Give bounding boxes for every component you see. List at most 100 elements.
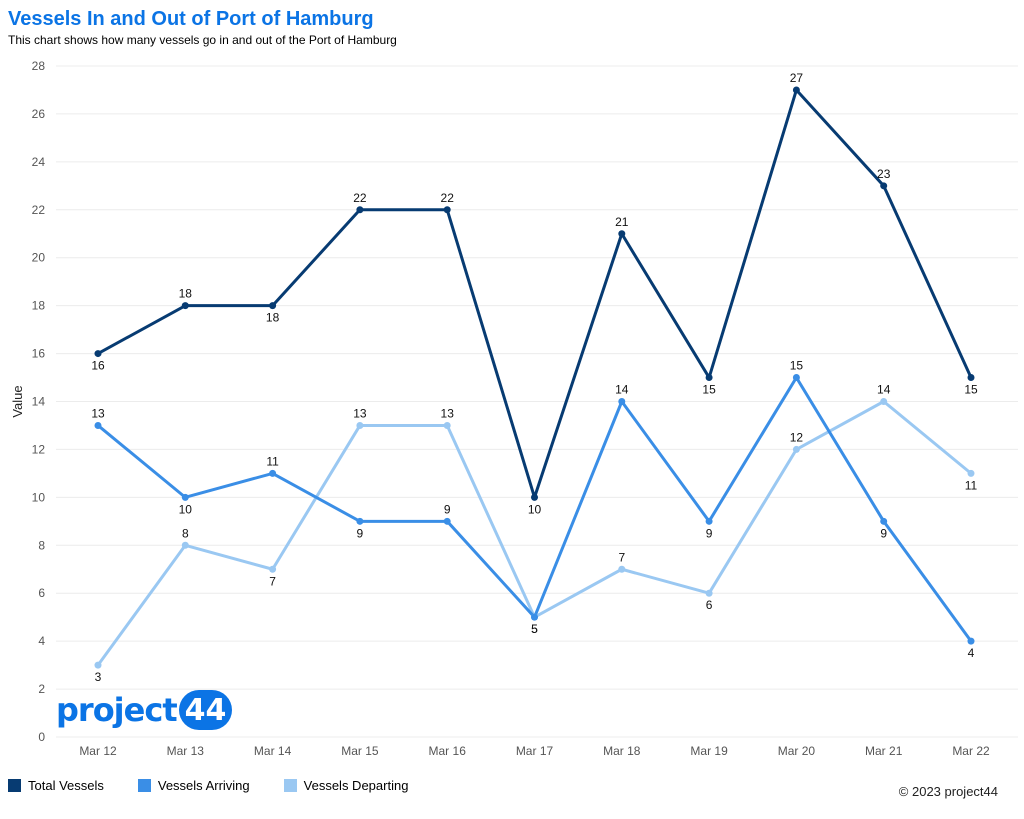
legend-swatch — [137, 779, 151, 792]
data-point — [618, 230, 626, 238]
data-label: 8 — [182, 526, 189, 540]
legend-label: Total Vessels — [28, 778, 104, 793]
x-tick-label: Mar 16 — [429, 744, 467, 758]
legend-swatch — [283, 779, 297, 792]
y-tick-label: 18 — [32, 299, 46, 313]
data-point — [618, 398, 626, 405]
data-label: 14 — [615, 383, 629, 397]
data-label: 12 — [790, 430, 804, 444]
legend-label: Vessels Arriving — [157, 778, 250, 793]
logo-badge: 44 — [178, 690, 233, 730]
data-point — [880, 517, 888, 525]
data-label: 27 — [790, 71, 804, 85]
y-tick-label: 28 — [32, 59, 46, 73]
x-tick-label: Mar 21 — [865, 744, 903, 758]
y-tick-label: 22 — [32, 203, 46, 217]
legend-item[interactable]: Vessels Arriving — [137, 778, 250, 793]
data-point — [269, 302, 277, 310]
data-label: 5 — [531, 622, 538, 636]
x-tick-label: Mar 18 — [603, 744, 641, 758]
data-point — [443, 517, 451, 525]
series-line — [96, 88, 973, 499]
data-label: 18 — [266, 311, 280, 325]
data-label: 22 — [441, 191, 455, 205]
data-point — [967, 374, 975, 382]
data-point — [705, 517, 713, 525]
y-tick-label: 24 — [32, 155, 46, 169]
y-axis-label: Value — [10, 385, 25, 417]
data-point — [356, 206, 364, 214]
data-label: 9 — [880, 526, 887, 540]
x-tick-label: Mar 22 — [952, 744, 990, 758]
data-point — [792, 445, 800, 453]
data-label: 4 — [968, 646, 975, 660]
data-label: 3 — [95, 670, 102, 684]
data-label: 15 — [702, 383, 716, 397]
y-tick-label: 4 — [38, 634, 45, 648]
y-tick-label: 20 — [32, 251, 46, 265]
data-point — [94, 350, 102, 358]
data-point — [181, 302, 189, 310]
legend-item[interactable]: Vessels Departing — [283, 778, 409, 793]
data-point — [269, 469, 277, 477]
y-tick-label: 14 — [32, 395, 46, 409]
legend-swatch — [8, 779, 21, 792]
data-label: 11 — [965, 478, 978, 492]
y-tick-label: 10 — [32, 490, 46, 504]
x-tick-label: Mar 19 — [690, 744, 728, 758]
data-point — [94, 661, 102, 669]
data-point — [880, 182, 888, 190]
y-tick-label: 2 — [38, 682, 45, 696]
data-point — [792, 86, 800, 94]
data-point — [705, 589, 713, 597]
x-tick-label: Mar 12 — [79, 744, 117, 758]
data-label: 9 — [706, 526, 713, 540]
data-point — [967, 469, 975, 477]
data-point — [94, 421, 102, 429]
data-label: 15 — [790, 359, 804, 373]
chart-legend: Total Vessels Vessels Arriving Vessels Dep… — [8, 778, 442, 793]
data-label: 11 — [266, 454, 279, 468]
data-label: 10 — [179, 502, 193, 516]
data-point — [181, 541, 189, 549]
x-tick-label: Mar 14 — [254, 744, 292, 758]
x-tick-label: Mar 13 — [167, 744, 205, 758]
data-label: 9 — [444, 502, 451, 516]
y-tick-label: 16 — [32, 347, 46, 361]
data-point — [356, 517, 364, 525]
data-label: 15 — [964, 383, 978, 397]
data-label: 22 — [353, 191, 367, 205]
data-label: 16 — [91, 359, 105, 373]
data-point — [531, 493, 538, 501]
y-tick-label: 12 — [32, 442, 46, 456]
data-point — [792, 374, 800, 382]
x-tick-label: Mar 15 — [341, 744, 379, 758]
data-label: 18 — [179, 287, 193, 301]
legend-label: Vessels Departing — [303, 778, 409, 793]
data-label: 13 — [441, 406, 455, 420]
copyright-text: © 2023 project44 — [898, 784, 998, 799]
y-tick-label: 6 — [38, 586, 45, 600]
data-label: 14 — [877, 383, 891, 397]
chart-subtitle: This chart shows how many vessels go in … — [8, 33, 397, 47]
chart-title: Vessels In and Out of Port of Hamburg — [8, 8, 374, 30]
data-label: 9 — [357, 526, 364, 540]
data-point — [443, 206, 451, 214]
data-point — [531, 613, 538, 621]
data-label: 7 — [618, 550, 625, 564]
legend-item[interactable]: Total Vessels — [8, 778, 104, 793]
data-point — [880, 398, 888, 405]
data-point — [356, 421, 364, 429]
data-label: 21 — [615, 215, 629, 229]
data-label: 10 — [528, 502, 542, 516]
logo-wordmark: project — [56, 691, 178, 729]
data-point — [618, 565, 626, 573]
data-point — [443, 421, 451, 429]
x-tick-label: Mar 20 — [778, 744, 816, 758]
y-tick-label: 0 — [38, 730, 45, 744]
data-point — [269, 565, 277, 573]
data-label: 5 — [531, 622, 538, 636]
data-point — [181, 493, 189, 501]
y-tick-label: 26 — [32, 107, 46, 121]
